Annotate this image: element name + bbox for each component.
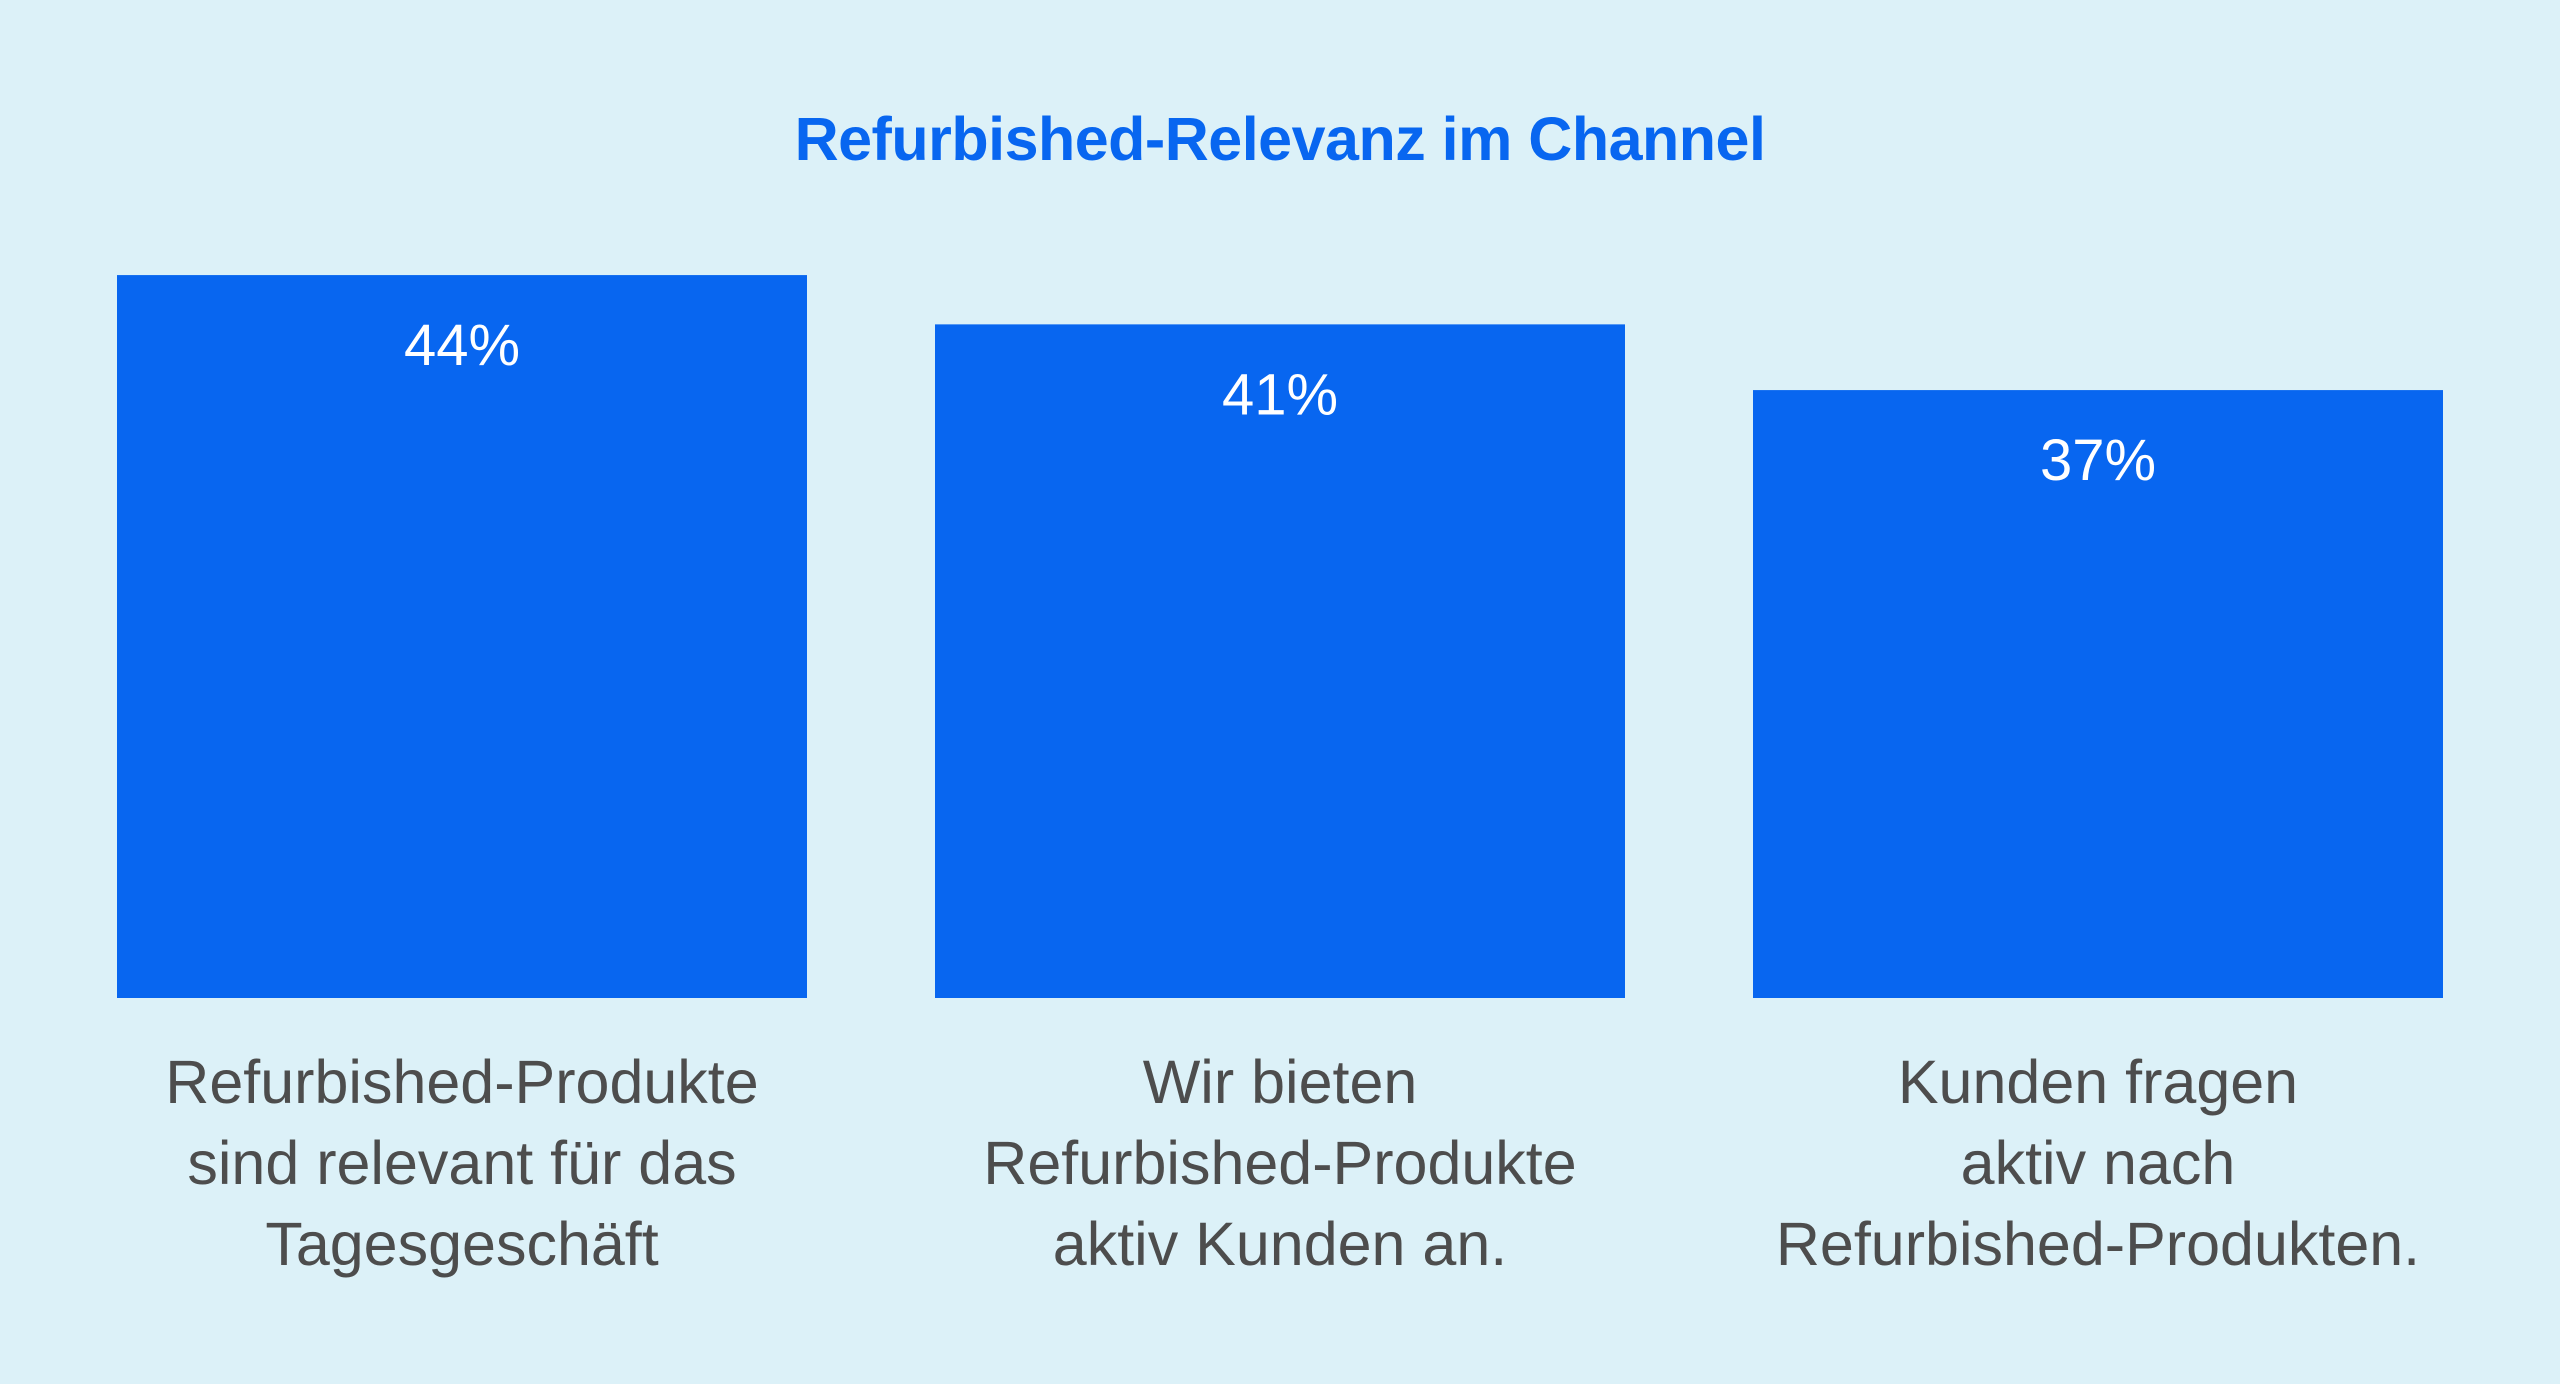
bar-value-label-3: 37% bbox=[2040, 428, 2156, 493]
category-label-line: Refurbished-Produkten. bbox=[1775, 1210, 2421, 1278]
bar-value-label-1: 44% bbox=[404, 313, 520, 378]
bar-3 bbox=[1753, 390, 2443, 999]
category-label-line: aktiv Kunden an. bbox=[1052, 1210, 1508, 1278]
category-label-line: Refurbished-Produkte bbox=[165, 1048, 759, 1116]
category-label-line: Kunden fragen bbox=[1897, 1048, 2299, 1116]
chart-title: Refurbished-Relevanz im Channel bbox=[794, 105, 1766, 173]
category-label-line: Refurbished-Produkte bbox=[983, 1129, 1577, 1197]
category-label-line: Tagesgeschäft bbox=[265, 1210, 659, 1278]
bar-value-label-2: 41% bbox=[1222, 362, 1338, 427]
category-label-line: Wir bieten bbox=[1142, 1048, 1418, 1116]
category-label-3: Kunden fragen aktiv nach Refurbished-Produ… bbox=[1718, 1042, 2478, 1285]
bar-2 bbox=[935, 324, 1625, 998]
category-label-2: Wir bieten Refurbished-Produkte aktiv Kund… bbox=[900, 1042, 1660, 1285]
category-label-1: Refurbished-Produkte sind relevant für da… bbox=[82, 1042, 842, 1285]
category-label-line: aktiv nach bbox=[1960, 1129, 2236, 1197]
category-label-line: sind relevant für das bbox=[187, 1129, 737, 1197]
bar-1 bbox=[117, 275, 807, 999]
